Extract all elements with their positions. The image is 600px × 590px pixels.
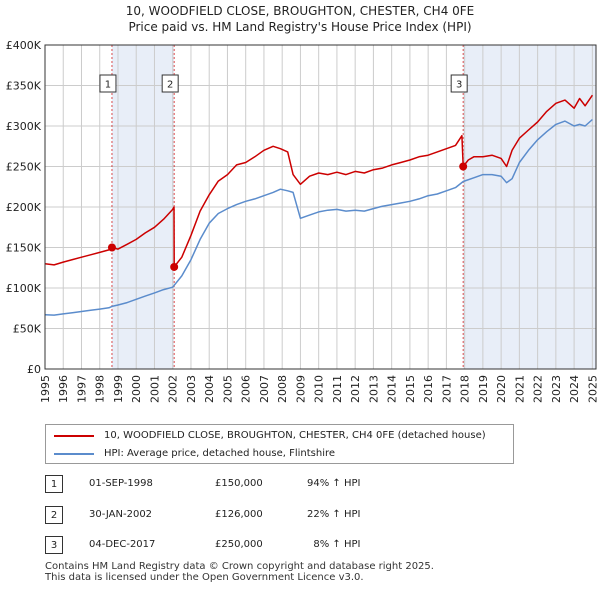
sale-marker-label: 1 <box>105 80 111 91</box>
sale-point <box>107 243 116 252</box>
y-tick-label: £150K <box>6 242 42 255</box>
sale-hpi-change: 22% ↑ HPI <box>307 509 361 520</box>
x-tick-label: 2021 <box>513 375 526 403</box>
x-tick-label: 1997 <box>75 375 88 403</box>
x-tick-label: 2011 <box>331 375 344 403</box>
x-tick-label: 2016 <box>422 375 435 403</box>
y-tick-label: £200K <box>6 201 42 214</box>
x-tick-label: 2017 <box>440 375 453 403</box>
x-tick-label: 2005 <box>221 375 234 403</box>
x-tick-label: 1996 <box>57 375 70 403</box>
x-tick-label: 2001 <box>148 375 161 403</box>
legend-swatch-hpi <box>54 453 94 455</box>
x-tick-label: 2019 <box>477 375 490 403</box>
sale-row-1: 1 01-SEP-1998 £150,000 94% ↑ HPI <box>45 475 600 497</box>
hpi-series-line <box>44 118 593 316</box>
sale-points <box>107 162 468 271</box>
sale-date: 01-SEP-1998 <box>89 478 153 489</box>
y-tick-label: £350K <box>6 80 42 93</box>
x-tick-label: 2015 <box>404 375 417 403</box>
legend-item-hpi: HPI: Average price, detached house, Flin… <box>46 445 513 463</box>
y-tick-label: £0 <box>27 363 41 376</box>
x-tick-label: 2014 <box>386 375 399 403</box>
sale-marker-box <box>161 74 179 93</box>
chart-title: 10, WOODFIELD CLOSE, BROUGHTON, CHESTER,… <box>125 4 475 18</box>
y-tick-label: £250K <box>6 161 42 174</box>
sale-number-badge: 1 <box>45 475 63 493</box>
y-tick-label: £100K <box>6 282 42 295</box>
sale-markers: 1 2 3 <box>99 74 468 93</box>
axes: £0 £50K £100K £150K £200K £250K £300K £350K £400… <box>6 39 600 403</box>
sale-point <box>459 162 468 171</box>
sale-number-badge: 3 <box>45 536 63 554</box>
x-tick-label: 2010 <box>313 375 326 403</box>
sale-price: £250,000 <box>215 539 263 550</box>
sale-marker-label: 3 <box>456 80 462 91</box>
x-tick-label: 2009 <box>294 375 307 403</box>
plot-frame <box>44 44 597 370</box>
x-tick-label: 2022 <box>532 375 545 403</box>
x-tick-label: 2004 <box>203 375 216 403</box>
footer-copyright: Contains HM Land Registry data © Crown c… <box>45 561 434 572</box>
sale-number-badge: 2 <box>45 506 63 524</box>
x-tick-label: 2025 <box>586 375 599 403</box>
legend-item-property: 10, WOODFIELD CLOSE, BROUGHTON, CHESTER,… <box>46 427 513 445</box>
x-tick-label: 2008 <box>276 375 289 403</box>
x-tick-label: 2018 <box>459 375 472 403</box>
sale-hpi-change: 8% ↑ HPI <box>307 539 361 550</box>
y-tick-label: £400K <box>6 39 42 52</box>
sale-price: £126,000 <box>215 509 263 520</box>
sale-row-2: 2 30-JAN-2002 £126,000 22% ↑ HPI <box>45 506 600 528</box>
x-tick-label: 1998 <box>94 375 107 403</box>
footer-licence: This data is licensed under the Open Gov… <box>45 572 364 583</box>
x-tick-label: 2000 <box>130 375 143 403</box>
x-tick-label: 2024 <box>568 375 581 403</box>
x-tick-label: 1995 <box>39 375 52 403</box>
sale-marker-box <box>99 74 117 93</box>
price-chart: 1 2 3 £0 £50K £100K £150K £200K £250K £300K £350K… <box>6 39 600 403</box>
legend: 10, WOODFIELD CLOSE, BROUGHTON, CHESTER,… <box>45 424 514 464</box>
x-tick-label: 2023 <box>550 375 563 403</box>
series-lines <box>44 94 594 316</box>
legend-label-property: 10, WOODFIELD CLOSE, BROUGHTON, CHESTER,… <box>104 430 486 441</box>
sale-row-3: 3 04-DEC-2017 £250,000 8% ↑ HPI <box>45 536 600 558</box>
sale-marker-label: 2 <box>167 80 173 91</box>
y-tick-label: £50K <box>13 323 42 336</box>
sale-marker-box <box>450 74 468 93</box>
y-tick-label: £300K <box>6 120 42 133</box>
x-tick-label: 2013 <box>367 375 380 403</box>
property-series-line <box>44 94 594 268</box>
x-tick-label: 2007 <box>258 375 271 403</box>
legend-swatch-property <box>54 435 94 437</box>
sale-date: 04-DEC-2017 <box>89 539 156 550</box>
x-tick-label: 2006 <box>240 375 253 403</box>
x-tick-label: 2003 <box>185 375 198 403</box>
x-tick-label: 2020 <box>495 375 508 403</box>
x-tick-label: 1999 <box>112 375 125 403</box>
sale-hpi-change: 94% ↑ HPI <box>307 478 361 489</box>
legend-label-hpi: HPI: Average price, detached house, Flin… <box>104 448 336 459</box>
x-tick-label: 2012 <box>349 375 362 403</box>
sale-date: 30-JAN-2002 <box>89 509 153 520</box>
x-tick-label: 2002 <box>167 375 180 403</box>
sale-point <box>170 262 179 271</box>
chart-subtitle: Price paid vs. HM Land Registry's House … <box>128 20 472 34</box>
sale-price: £150,000 <box>215 478 263 489</box>
